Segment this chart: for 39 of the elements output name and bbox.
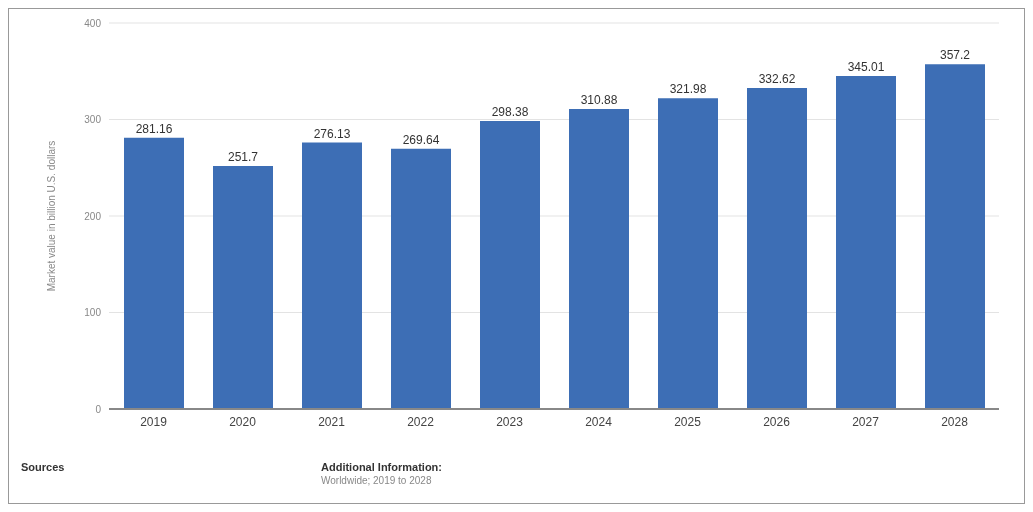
text: Sources <box>21 461 65 473</box>
bar <box>480 121 540 409</box>
data-label: 357.2 <box>939 48 971 63</box>
data-label: 321.98 <box>669 82 707 97</box>
data-label: 281.16 <box>135 121 173 136</box>
data-label: 310.88 <box>580 93 618 107</box>
bar <box>836 76 896 409</box>
bar <box>124 137 184 409</box>
bar <box>925 64 985 409</box>
data-label: 251.7 <box>227 150 259 165</box>
bar <box>391 148 451 409</box>
y-tick-label: 200 <box>84 210 102 222</box>
y-tick-label: 0 <box>95 403 102 415</box>
x-tick-label: 2026 <box>763 414 791 429</box>
bar <box>747 88 807 409</box>
data-label: 276.13 <box>313 126 351 141</box>
y-tick-label: 300 <box>84 114 102 126</box>
y-axis-title: Market value in billion U.S. dollars <box>45 140 57 292</box>
x-tick-label: 2023 <box>496 414 524 429</box>
data-label: 332.62 <box>758 72 796 87</box>
x-tick-label: 2022 <box>407 414 435 429</box>
bar <box>658 98 718 409</box>
data-label: 298.38 <box>491 105 529 120</box>
data-label: 345.01 <box>847 60 885 75</box>
bar <box>213 166 273 409</box>
text: Worldwide; 2019 to 2028 <box>321 475 432 486</box>
text: Additional Information: <box>321 461 442 473</box>
x-tick-label: 2021 <box>318 414 346 429</box>
data-label: 269.64 <box>402 132 440 147</box>
y-tick-label: 400 <box>84 17 102 29</box>
x-tick-label: 2028 <box>941 414 969 429</box>
y-tick-label: 100 <box>84 307 102 319</box>
x-tick-label: 2019 <box>140 414 168 429</box>
x-tick-label: 2027 <box>852 414 880 429</box>
x-tick-label: 2024 <box>585 414 613 429</box>
bar <box>569 109 629 409</box>
bar <box>302 142 362 409</box>
x-tick-label: 2025 <box>674 414 702 429</box>
x-tick-label: 2020 <box>229 414 257 429</box>
